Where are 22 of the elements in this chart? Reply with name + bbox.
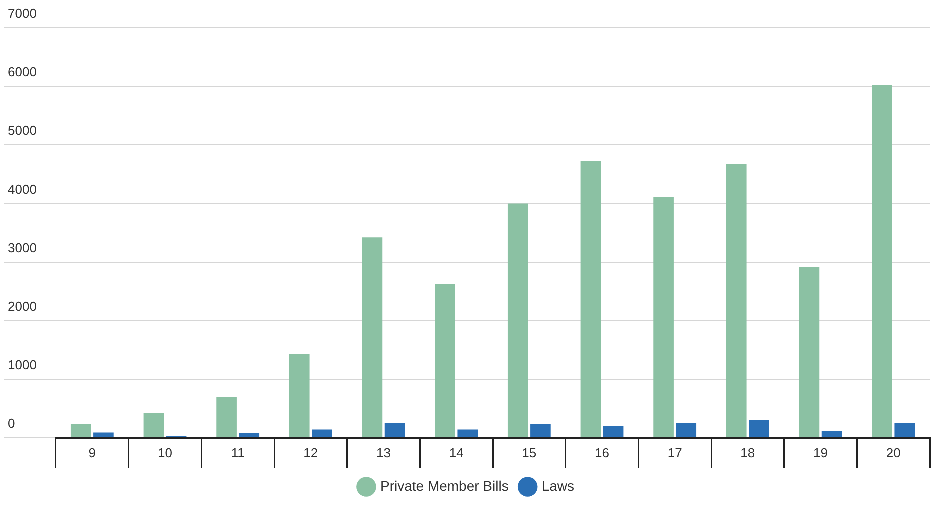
legend-label: Private Member Bills [380, 478, 509, 494]
x-tick-label: 10 [158, 446, 172, 461]
x-tick-label: 15 [522, 446, 537, 461]
y-tick-label: 3000 [8, 240, 37, 256]
y-tick-label: 4000 [8, 182, 37, 197]
x-tick-label: 9 [88, 446, 96, 461]
x-tick-label: 20 [886, 446, 901, 461]
x-tick-label: 16 [595, 446, 610, 461]
legend-label: Laws [542, 478, 575, 494]
x-tick-label: 13 [376, 446, 391, 461]
y-tick-label: 0 [8, 416, 16, 432]
x-tick-label: 12 [304, 446, 318, 461]
y-tick-label: 7000 [8, 6, 37, 22]
y-tick-label: 1000 [8, 358, 37, 373]
y-tick-label: 2000 [8, 298, 37, 314]
x-tick-label: 14 [449, 446, 464, 461]
x-tick-label: 19 [814, 446, 828, 461]
x-tick-label: 18 [740, 446, 756, 461]
x-tick-label: 17 [668, 446, 682, 461]
x-tick-label: 11 [231, 446, 245, 461]
y-tick-label: 6000 [8, 64, 37, 80]
y-tick-label: 5000 [8, 123, 37, 138]
